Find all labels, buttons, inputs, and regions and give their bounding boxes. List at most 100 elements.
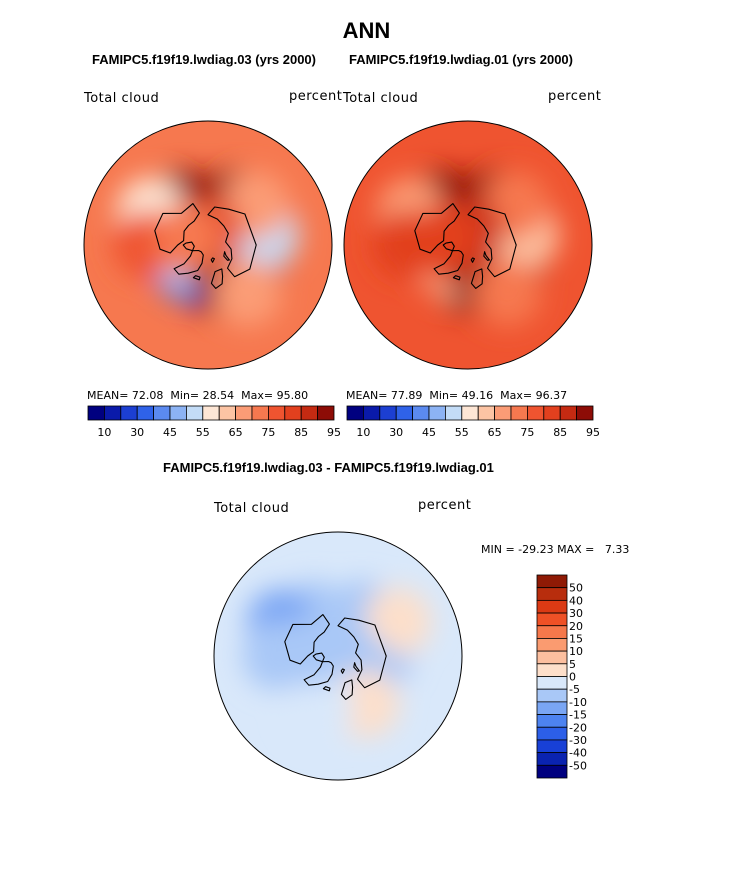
- colorbar-tick-label: 50: [569, 582, 583, 595]
- colorbar-tick-label: 10: [356, 426, 370, 439]
- colorbar-swatch-4: [153, 405, 171, 421]
- colorbar-swatch-10: [510, 405, 528, 421]
- panel3-polar-map: [213, 531, 463, 781]
- colorbar-tick-label: 75: [520, 426, 534, 439]
- colorbar-tick-label: 20: [569, 620, 583, 633]
- map-boundary: [83, 120, 333, 370]
- colorbar-tick-label: 85: [294, 426, 308, 439]
- colorbar-swatch-14: [317, 405, 335, 421]
- coastline-0: [433, 249, 464, 275]
- colorbar-tick-label: -10: [569, 696, 587, 709]
- coastline-5: [210, 257, 215, 263]
- colorbar-tick-label: -5: [569, 683, 580, 696]
- panel3-variable-label: Total cloud: [214, 501, 290, 516]
- colorbar-swatch-6: [186, 405, 204, 421]
- coastline-3: [467, 206, 517, 278]
- colorbar-swatch-12: [284, 405, 302, 421]
- coastline-5: [340, 668, 345, 674]
- colorbar-tick-label: 30: [569, 607, 583, 620]
- colorbar-swatch-4: [412, 405, 430, 421]
- colorbar-swatch-9: [235, 405, 253, 421]
- colorbar-swatch-10: [536, 701, 568, 715]
- colorbar-swatch-0: [346, 405, 364, 421]
- colorbar-swatch-2: [536, 599, 568, 614]
- colorbar-tick-label: 30: [389, 426, 403, 439]
- colorbar-swatch-14: [536, 752, 568, 766]
- coastline-7: [442, 241, 455, 252]
- field-patch-7: [363, 587, 432, 656]
- coastline-2: [470, 268, 484, 289]
- colorbar-swatch-13: [300, 405, 318, 421]
- colorbar-tick-label: -20: [569, 721, 587, 734]
- panel2-title: FAMIPC5.f19f19.lwdiag.01 (yrs 2000): [349, 52, 573, 67]
- colorbar-tick-label: 45: [422, 426, 436, 439]
- colorbar-tick-label: 65: [488, 426, 502, 439]
- colorbar-tick-label: -40: [569, 747, 587, 760]
- colorbar-swatch-9: [494, 405, 512, 421]
- coastline-0: [173, 249, 204, 275]
- colorbar-swatch-7: [202, 405, 220, 421]
- colorbar-swatch-7: [461, 405, 479, 421]
- colorbar-swatch-2: [379, 405, 397, 421]
- colorbar-swatch-2: [120, 405, 138, 421]
- colorbar-swatch-1: [103, 405, 122, 421]
- coastline-7: [182, 241, 195, 252]
- panel1-title: FAMIPC5.f19f19.lwdiag.03 (yrs 2000): [92, 52, 316, 67]
- colorbar-swatch-5: [536, 638, 568, 652]
- colorbar-swatch-6: [536, 650, 568, 665]
- colorbar-tick-label: 40: [569, 594, 583, 607]
- coastline-3: [337, 617, 387, 689]
- colorbar-swatch-3: [395, 405, 414, 421]
- colorbar-tick-label: 55: [196, 426, 210, 439]
- coastline-4: [452, 275, 461, 281]
- panel1-mean: 72.08: [131, 389, 164, 402]
- colorbar-swatch-3: [136, 405, 155, 421]
- colorbar-swatch-12: [543, 405, 561, 421]
- coastline-6: [223, 251, 230, 261]
- panel1-variable-label: Total cloud: [84, 91, 160, 106]
- colorbar-tick-label: 30: [130, 426, 144, 439]
- panel2-variable-label: Total cloud: [343, 91, 419, 106]
- colorbar-swatch-7: [536, 663, 568, 677]
- coastline-6: [353, 662, 360, 672]
- colorbar-tick-label: -50: [569, 759, 587, 772]
- panel1-units-label: percent: [289, 89, 343, 104]
- colorbar-tick-label: 85: [553, 426, 567, 439]
- colorbar-tick-label: 95: [586, 426, 600, 439]
- colorbar-tick-label: -15: [569, 709, 587, 722]
- panel1-max: 95.80: [276, 389, 309, 402]
- colorbar-swatch-12: [536, 726, 568, 741]
- colorbar-tick-label: 45: [163, 426, 177, 439]
- field-patch-14: [473, 258, 542, 327]
- colorbar-swatch-0: [87, 405, 105, 421]
- panel1-stats: MEAN= 72.08 Min= 28.54 Max= 95.80: [87, 389, 309, 402]
- colorbar-swatch-1: [536, 587, 568, 601]
- panel2-stats: MEAN= 77.89 Min= 49.16 Max= 96.37: [346, 389, 568, 402]
- coastline-2: [210, 268, 224, 289]
- colorbar-tick-label: 10: [569, 645, 583, 658]
- colorbar-tick-label: 65: [229, 426, 243, 439]
- colorbar-swatch-15: [536, 764, 568, 779]
- coastline-1: [154, 203, 200, 254]
- colorbar-tick-label: 95: [327, 426, 341, 439]
- colorbar-tick-label: 55: [455, 426, 469, 439]
- panel2-mean: 77.89: [390, 389, 423, 402]
- colorbar-swatch-1: [362, 405, 381, 421]
- colorbar-swatch-3: [536, 612, 568, 627]
- panel3-units-label: percent: [418, 498, 472, 513]
- map-boundary: [213, 531, 463, 781]
- colorbar-swatch-0: [536, 574, 568, 589]
- colorbar-tick-label: -30: [569, 734, 587, 747]
- colorbar-tick-label: 10: [97, 426, 111, 439]
- colorbar-swatch-8: [536, 676, 568, 690]
- field-patch-13: [276, 617, 345, 686]
- panel2-colorbar: 10 30 45 55 65 75 85 95: [346, 405, 600, 439]
- field-patch-15: [213, 258, 282, 327]
- colorbar-swatch-13: [536, 739, 568, 754]
- panel3-title: FAMIPC5.f19f19.lwdiag.03 - FAMIPC5.f19f1…: [163, 460, 494, 475]
- panel1-polar-map: [83, 120, 333, 370]
- colorbar-swatch-5: [428, 405, 446, 421]
- colorbar-swatch-11: [536, 714, 568, 728]
- coastline-0: [303, 660, 334, 686]
